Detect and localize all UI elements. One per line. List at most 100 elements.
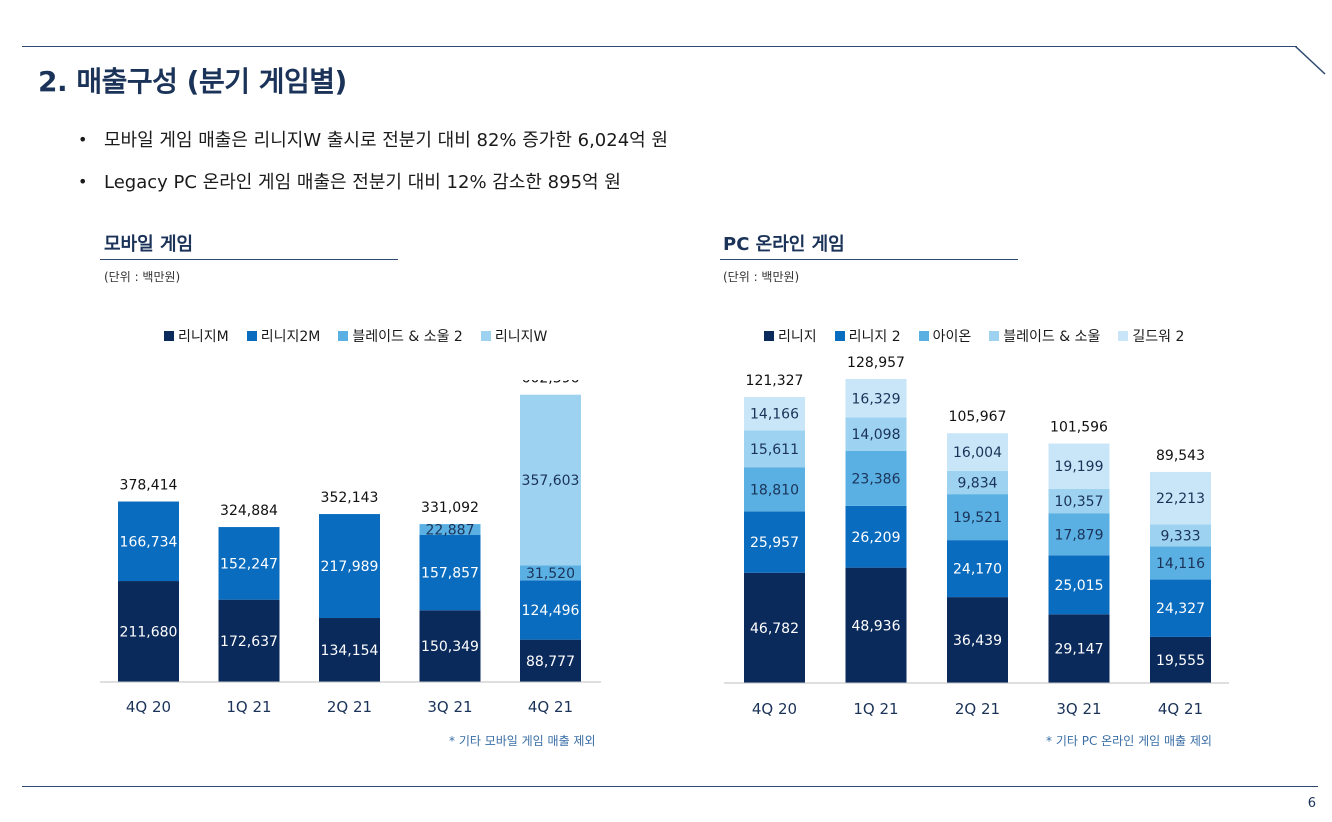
bar-segment	[1150, 579, 1211, 637]
category-label: 2Q 21	[955, 700, 1000, 718]
total-label: 121,327	[746, 373, 804, 389]
bar-segment	[845, 450, 907, 506]
bar-segment	[118, 581, 179, 682]
data-label: 16,329	[852, 391, 901, 407]
bar-segment	[1150, 471, 1211, 525]
bar-segment	[845, 567, 907, 683]
bar-segment	[1150, 546, 1211, 580]
bullet-text: Legacy PC 온라인 게임 매출은 전분기 대비 12% 감소한 895억…	[104, 172, 621, 193]
category-label: 4Q 21	[1158, 700, 1203, 718]
mobile-unit-label: (단위 : 백만원)	[104, 270, 181, 284]
data-label: 88,777	[526, 654, 575, 670]
bar-segment	[947, 433, 1008, 471]
bar-segment	[1048, 614, 1110, 683]
bullet-item: • 모바일 게임 매출은 리니지W 출시로 전분기 대비 82% 증가한 6,0…	[78, 118, 668, 160]
legend-item: 길드워 2	[1118, 326, 1184, 346]
data-label: 31,520	[526, 566, 575, 582]
bar-segment	[218, 599, 280, 682]
mobile-section-underline	[100, 259, 398, 260]
legend-label: 리니지	[778, 329, 817, 345]
bar-segment	[419, 535, 481, 611]
total-label: 602,396	[522, 380, 580, 387]
legend-label: 블레이드 & 소울	[1003, 329, 1101, 345]
data-label: 25,015	[1055, 578, 1104, 594]
bar-segment	[947, 597, 1008, 683]
data-label: 14,098	[852, 427, 901, 443]
bar-segment	[419, 610, 481, 682]
bar-segment	[1048, 488, 1110, 514]
bar-segment	[520, 565, 581, 581]
category-label: 1Q 21	[226, 698, 271, 716]
category-label: 4Q 20	[126, 698, 171, 716]
data-label: 25,957	[750, 535, 799, 551]
legend-label: 리니지 2	[848, 329, 901, 345]
bar-segment	[845, 417, 907, 451]
data-label: 16,004	[953, 445, 1002, 461]
legend-item: 리니지2M	[246, 326, 321, 346]
bar-segment	[947, 540, 1008, 598]
legend-label: 블레이드 & 소울 2	[352, 329, 463, 345]
data-label: 166,734	[120, 534, 178, 550]
legend-label: 리니지M	[178, 329, 229, 345]
data-label: 217,989	[321, 559, 379, 575]
data-label: 211,680	[120, 625, 178, 641]
legend-swatch	[246, 331, 257, 341]
bar-segment	[218, 527, 280, 600]
pc-chart-legend: 리니지 리니지 2 아이온 블레이드 & 소울 길드워 2	[764, 326, 1184, 346]
legend-swatch	[164, 331, 174, 341]
total-label: 128,957	[847, 355, 905, 371]
page-number: 6	[1307, 796, 1316, 811]
legend-item: 리니지M	[164, 326, 229, 346]
mobile-chart: 211,680 166,734 378,414 4Q 20 172,637 152,247…	[100, 380, 601, 716]
total-label: 105,967	[949, 409, 1007, 425]
bar-segment	[744, 430, 805, 468]
legend-item: 아이온	[918, 326, 971, 346]
legend-swatch	[989, 331, 1000, 341]
bar-segment	[319, 618, 380, 682]
pc-section-underline	[720, 259, 1018, 260]
category-label: 3Q 21	[427, 698, 472, 716]
bar-segment	[520, 639, 581, 682]
data-label: 24,327	[1156, 601, 1205, 617]
bar-segment	[1048, 443, 1110, 489]
total-label: 352,143	[321, 490, 379, 506]
bar-segment	[1150, 636, 1211, 683]
total-label: 378,414	[120, 478, 178, 494]
bar-segment	[319, 514, 380, 619]
pc-section-title: PC 온라인 게임	[723, 234, 845, 255]
data-label: 152,247	[220, 556, 278, 572]
category-label: 1Q 21	[853, 700, 898, 718]
mobile-section-title: 모바일 게임	[104, 234, 194, 255]
data-label: 19,555	[1156, 653, 1205, 669]
bar-segment	[1048, 513, 1110, 556]
pc-chart: 46,782 25,957 18,810 15,611 14,166 121,327 4Q …	[724, 355, 1229, 718]
bullet-symbol: •	[78, 129, 88, 149]
bar-segment	[744, 511, 805, 573]
legend-swatch	[480, 331, 491, 341]
summary-bullets: • 모바일 게임 매출은 리니지W 출시로 전분기 대비 82% 증가한 6,0…	[78, 118, 668, 202]
bar-segment	[947, 470, 1008, 495]
legend-label: 리니지2M	[260, 329, 321, 345]
bar-segment	[419, 524, 481, 536]
bar-segment	[744, 467, 805, 512]
legend-swatch	[918, 331, 929, 341]
pc-unit-label: (단위 : 백만원)	[723, 270, 800, 284]
data-label: 172,637	[220, 634, 278, 650]
bar-segment	[744, 397, 805, 431]
data-label: 17,879	[1055, 527, 1104, 543]
data-label: 124,496	[522, 603, 580, 619]
category-label: 2Q 21	[327, 698, 372, 716]
total-label: 324,884	[220, 503, 278, 519]
legend-label: 길드워 2	[1132, 329, 1185, 345]
total-label: 331,092	[421, 500, 479, 516]
bullet-text: 모바일 게임 매출은 리니지W 출시로 전분기 대비 82% 증가한 6,024…	[104, 130, 668, 151]
data-label: 24,170	[953, 562, 1002, 578]
data-label: 357,603	[522, 473, 580, 489]
legend-label: 리니지W	[494, 329, 548, 345]
legend-swatch	[1118, 331, 1129, 341]
data-label: 10,357	[1055, 494, 1104, 510]
data-label: 14,166	[750, 407, 799, 423]
bar-segment	[1150, 524, 1211, 547]
legend-item: 블레이드 & 소울	[989, 326, 1100, 346]
bar-segment	[845, 505, 907, 568]
